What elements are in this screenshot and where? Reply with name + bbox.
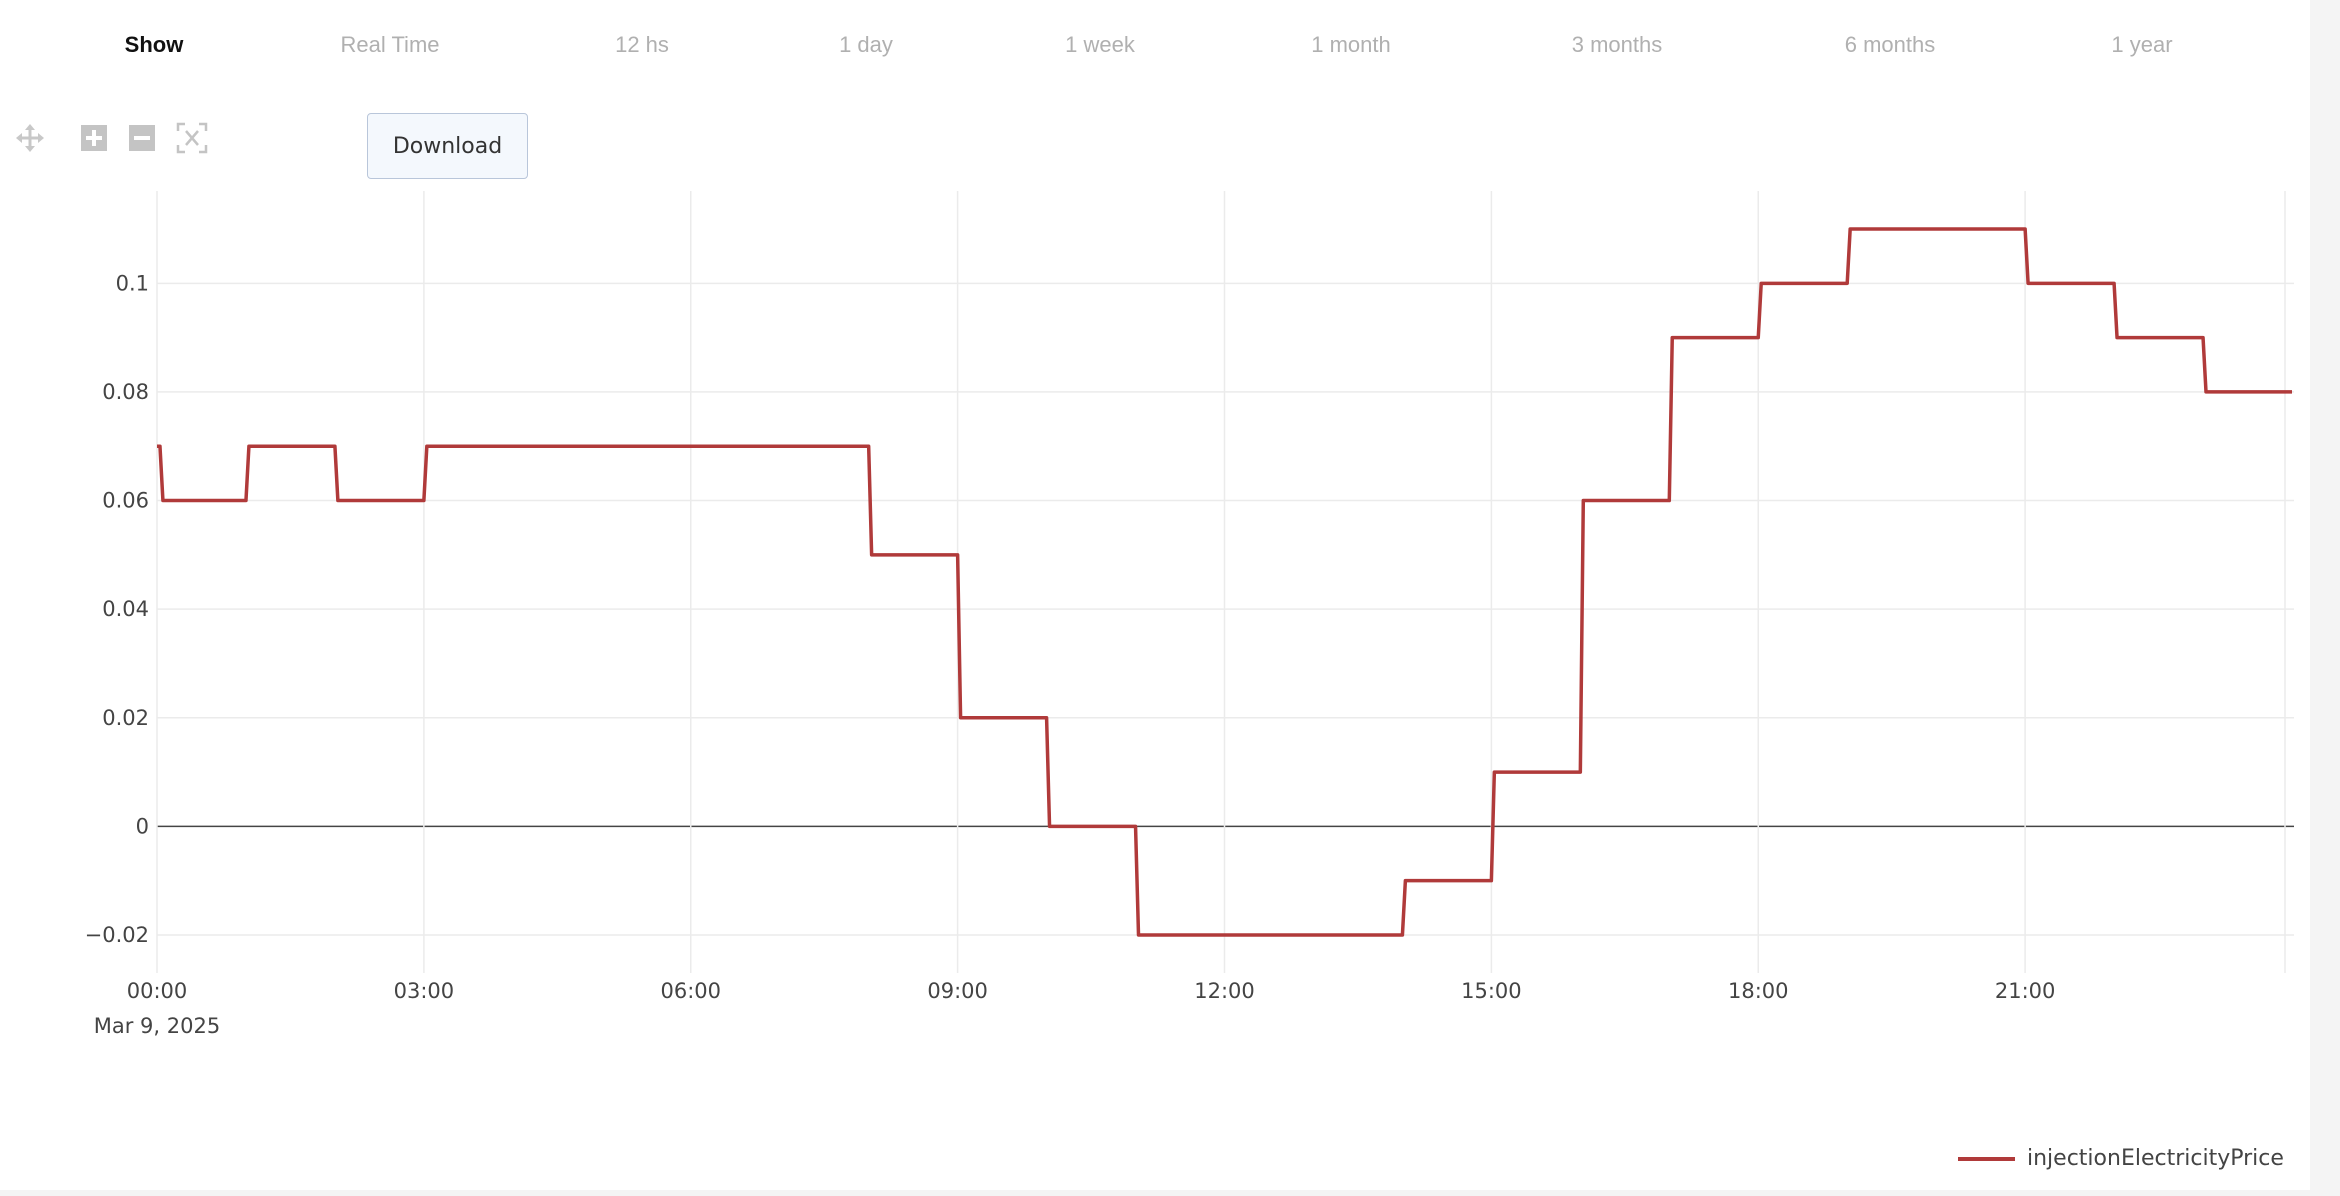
horizontal-scrollbar[interactable] <box>0 1190 2340 1196</box>
legend-item[interactable]: injectionElectricityPrice <box>1958 1146 2284 1171</box>
tab-real-time[interactable]: Real Time <box>340 32 440 57</box>
x-tick-label: 15:00 <box>1461 979 1522 1003</box>
tab-1-month[interactable]: 1 month <box>1311 32 1391 57</box>
x-tick-label: 12:00 <box>1194 979 1255 1003</box>
y-tick-label: 0.1 <box>116 271 149 295</box>
zoom-in-icon[interactable] <box>80 124 108 152</box>
y-tick-label: −0.02 <box>85 923 149 947</box>
grid <box>156 191 2294 973</box>
x-tick-label: 00:00 <box>127 979 188 1003</box>
zoom-out-icon[interactable] <box>128 124 156 152</box>
y-axis: −0.02 0 0.02 0.04 0.06 0.08 0.1 <box>85 271 149 947</box>
vertical-scrollbar[interactable] <box>2310 0 2340 1196</box>
legend-label: injectionElectricityPrice <box>2027 1146 2284 1171</box>
x-tick-label: 03:00 <box>394 979 455 1003</box>
reset-axes-icon[interactable] <box>176 122 208 154</box>
download-button[interactable]: Download <box>367 113 528 179</box>
tab-1-day[interactable]: 1 day <box>839 32 893 57</box>
time-range-tabs: Show Real Time 12 hs 1 day 1 week 1 mont… <box>0 32 2300 72</box>
x-tick-label: 06:00 <box>660 979 721 1003</box>
tab-6-months[interactable]: 6 months <box>1844 32 1936 57</box>
tab-3-months[interactable]: 3 months <box>1571 32 1663 57</box>
pan-icon[interactable] <box>16 124 44 152</box>
tab-show[interactable]: Show <box>124 32 184 57</box>
x-date-label: Mar 9, 2025 <box>94 1014 220 1038</box>
tab-12-hs[interactable]: 12 hs <box>615 32 669 57</box>
y-tick-label: 0 <box>136 814 149 838</box>
series-line-injectionElectricityPrice <box>157 227 2292 937</box>
legend-line-swatch <box>1958 1156 2015 1161</box>
y-tick-label: 0.04 <box>102 597 149 621</box>
tab-1-year[interactable]: 1 year <box>2111 32 2173 57</box>
y-tick-label: 0.08 <box>102 380 149 404</box>
y-tick-label: 0.06 <box>102 489 149 513</box>
x-tick-label: 09:00 <box>927 979 988 1003</box>
y-tick-label: 0.02 <box>102 706 149 730</box>
series-lines <box>157 227 2292 937</box>
x-tick-label: 18:00 <box>1728 979 1789 1003</box>
x-axis: 00:00 03:00 06:00 09:00 12:00 15:00 18:00 21:00… <box>94 979 2056 1038</box>
x-tick-label: 21:00 <box>1995 979 2056 1003</box>
tab-1-week[interactable]: 1 week <box>1065 32 1135 57</box>
